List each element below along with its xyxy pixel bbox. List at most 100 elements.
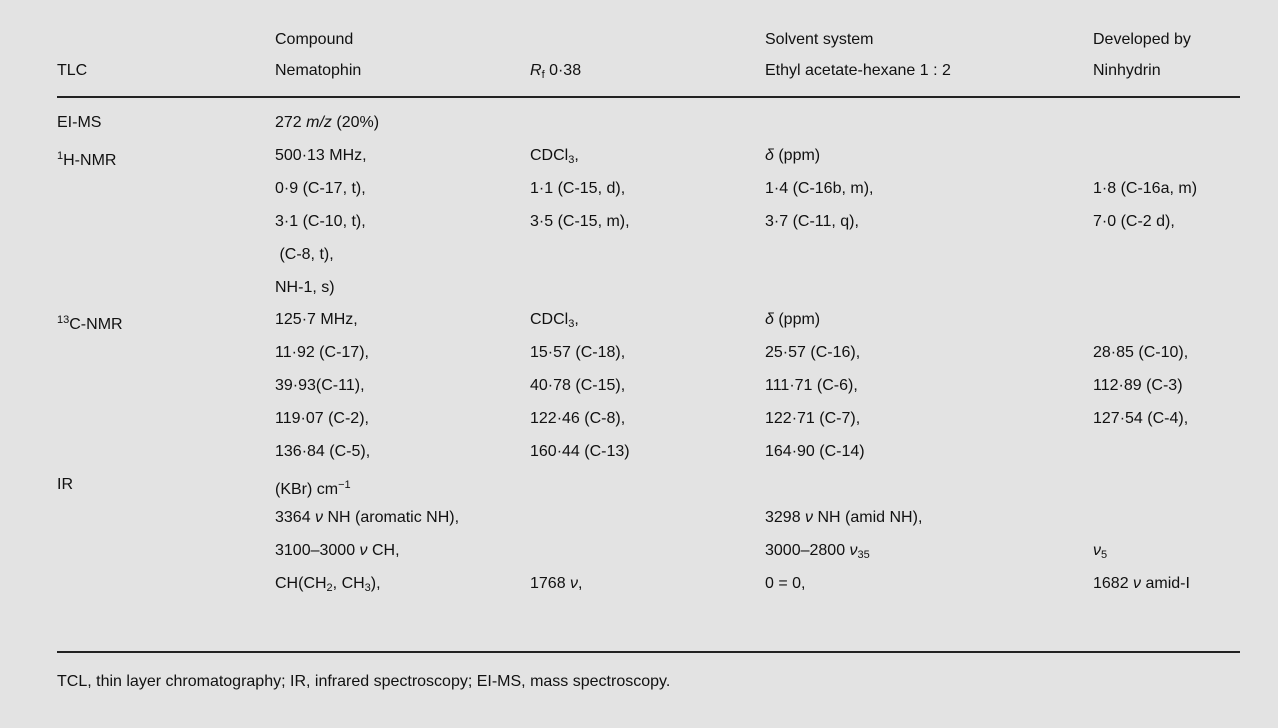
- footnote: TCL, thin layer chromatography; IR, infr…: [57, 673, 671, 690]
- text-run: 2: [326, 581, 333, 594]
- text-run: amid-I: [1141, 574, 1190, 592]
- text-run: NH (amid NH),: [813, 508, 923, 526]
- text-run: (ppm): [773, 146, 821, 164]
- table-cell: δ (ppm): [765, 146, 820, 166]
- table-cell: 3100–3000 ν CH,: [275, 541, 400, 561]
- header-cell: Ethyl acetate-hexane 1 : 2: [765, 62, 951, 79]
- text-run: −1: [338, 478, 351, 491]
- text-run: 272: [275, 114, 307, 131]
- text-run: ν: [849, 541, 858, 559]
- table-cell: 40·78 (C-15),: [530, 377, 626, 395]
- text-run: δ: [765, 311, 774, 329]
- table-cell: 3·7 (C-11, q),: [765, 212, 859, 230]
- text-run: 1682: [1093, 574, 1134, 592]
- text-run: 3: [568, 318, 575, 331]
- text-run: H-NMR: [63, 151, 117, 169]
- text-run: 3298: [765, 508, 806, 526]
- text-run: 3364: [275, 508, 316, 526]
- text-run: 3: [364, 581, 371, 594]
- header-cell: Nematophin: [275, 62, 362, 79]
- table-cell: 272 m/z (20%): [275, 113, 379, 133]
- header-cell: Developed by: [1093, 31, 1191, 48]
- text-run: CH,: [367, 541, 400, 559]
- table-cell: 1·8 (C-16a, m): [1093, 179, 1198, 197]
- table-cell: δ (ppm): [765, 310, 820, 330]
- text-run: (20%): [331, 114, 380, 131]
- table-cell: ν5: [1093, 541, 1107, 565]
- table-cell: 111·71 (C-6),: [765, 377, 858, 395]
- table-cell: 122·46 (C-8),: [530, 410, 626, 428]
- table-cell: 3364 ν NH (aromatic NH),: [275, 508, 459, 528]
- table-cell: 125·7 MHz,: [275, 311, 358, 329]
- table-cell: 160·44 (C-13): [530, 443, 630, 460]
- text-run: 3: [568, 153, 575, 166]
- text-run: NH (aromatic NH),: [323, 508, 460, 526]
- table-cell: 164·90 (C-14): [765, 443, 865, 460]
- table-cell: 3298 ν NH (amid NH),: [765, 508, 922, 528]
- table-cell: IR: [57, 475, 73, 493]
- table-cell: 15·57 (C-18),: [530, 344, 626, 362]
- table-cell: 7·0 (C-2 d),: [1093, 212, 1175, 230]
- text-run: 1768: [530, 574, 571, 592]
- text-run: ,: [574, 146, 579, 164]
- text-run: ν: [1093, 541, 1101, 559]
- text-run: 3100–3000: [275, 541, 360, 559]
- text-run: 3000–2800: [765, 541, 850, 559]
- text-run: 13: [57, 314, 70, 327]
- table-cell: EI-MS: [57, 114, 102, 131]
- table-cell: 112·89 (C-3): [1093, 377, 1183, 395]
- text-run: 1: [57, 149, 64, 162]
- text-run: R: [530, 62, 542, 79]
- text-run: 0·38: [544, 62, 582, 79]
- bottom-rule: [57, 651, 1240, 653]
- text-run: ν: [570, 574, 579, 592]
- table-cell: 3000–2800 ν35: [765, 541, 870, 565]
- table-cell: 3·1 (C-10, t),: [275, 212, 366, 230]
- table-cell: NH-1, s): [275, 278, 335, 296]
- table-cell: 13C-NMR: [57, 310, 123, 335]
- table-cell: CDCl3,: [530, 310, 579, 334]
- header-rule: [57, 96, 1240, 98]
- text-run: ν: [805, 508, 814, 526]
- text-run: ),: [370, 574, 381, 592]
- table-cell: 1768 ν,: [530, 574, 583, 594]
- table-cell: (KBr) cm−1: [275, 475, 351, 500]
- text-run: 35: [857, 548, 870, 561]
- text-run: CH(CH: [275, 574, 327, 592]
- text-run: , CH: [332, 574, 365, 592]
- table-cell: 39·93(C-11),: [275, 377, 365, 395]
- table-cell: 119·07 (C-2),: [275, 410, 369, 428]
- table-cell: 1·4 (C-16b, m),: [765, 179, 874, 197]
- text-run: ν: [359, 541, 368, 559]
- table-cell: 127·54 (C-4),: [1093, 410, 1189, 428]
- text-run: ν: [1133, 574, 1142, 592]
- text-run: 5: [1101, 548, 1108, 561]
- text-run: ,: [574, 311, 579, 329]
- text-run: C-NMR: [69, 316, 123, 334]
- text-run: ,: [578, 574, 583, 592]
- text-run: δ: [765, 146, 774, 164]
- header-cell: Rf 0·38: [530, 61, 581, 85]
- table-cell: (C-8, t),: [275, 245, 334, 263]
- table-cell: 122·71 (C-7),: [765, 410, 861, 428]
- table-cell: 1·1 (C-15, d),: [530, 179, 626, 197]
- table-cell: 1682 ν amid-I: [1093, 574, 1190, 594]
- table-cell: 136·84 (C-5),: [275, 443, 371, 460]
- header-cell: TLC: [57, 62, 88, 79]
- table-cell: 25·57 (C-16),: [765, 344, 861, 362]
- table-cell: 0·9 (C-17, t),: [275, 179, 366, 197]
- table-cell: CH(CH2, CH3),: [275, 574, 381, 598]
- table-cell: 3·5 (C-15, m),: [530, 212, 630, 230]
- text-run: (KBr) cm: [275, 480, 339, 498]
- text-run: CDCl: [530, 146, 569, 164]
- text-run: CDCl: [530, 311, 569, 329]
- text-run: ν: [315, 508, 324, 526]
- table-cell: 28·85 (C-10),: [1093, 344, 1189, 362]
- text-run: f: [541, 69, 545, 81]
- header-cell: Compound: [275, 31, 354, 48]
- text-run: (ppm): [773, 311, 821, 329]
- table-cell: 1H-NMR: [57, 146, 116, 171]
- table-cell: 500·13 MHz,: [275, 146, 367, 164]
- table-cell: CDCl3,: [530, 146, 579, 170]
